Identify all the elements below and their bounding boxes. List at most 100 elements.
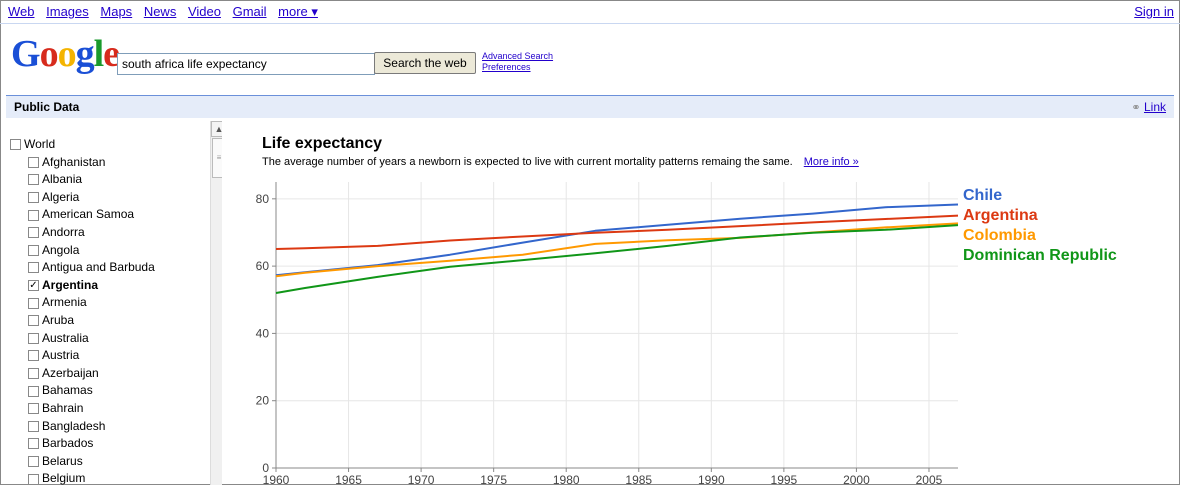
- link-control[interactable]: ⚭ Link: [1131, 100, 1166, 114]
- logo-letter: g: [75, 33, 95, 75]
- life-expectancy-chart[interactable]: 1960 1965 1970 1975 1980 1985 1990 1995 2000 2005…: [230, 178, 970, 485]
- country-label: Andorra: [42, 224, 85, 239]
- sign-in-link[interactable]: Sign in: [1134, 4, 1174, 19]
- link-label[interactable]: Link: [1143, 100, 1166, 114]
- country-row[interactable]: Afghanistan: [10, 154, 155, 172]
- public-data-title: Public Data: [14, 100, 80, 114]
- country-label: Austria: [42, 348, 80, 363]
- country-row[interactable]: Belgium: [10, 470, 155, 485]
- country-label: Azerbaijan: [42, 365, 99, 380]
- country-label: Bangladesh: [42, 418, 106, 433]
- search-button[interactable]: Search the web: [374, 52, 476, 74]
- country-checkbox[interactable]: [28, 174, 39, 186]
- y-tick-label: 20: [256, 394, 270, 408]
- country-checkbox[interactable]: [28, 227, 39, 239]
- nav-maps[interactable]: Maps: [100, 4, 133, 19]
- nav-more[interactable]: more ▾: [278, 4, 318, 19]
- nav-images[interactable]: Images: [46, 4, 89, 19]
- x-tick-label: 1990: [698, 473, 725, 485]
- country-row[interactable]: Azerbaijan: [10, 365, 155, 383]
- country-label: American Samoa: [42, 207, 135, 222]
- preferences-link[interactable]: Preferences: [482, 62, 531, 72]
- chart-description: The average number of years a newborn is…: [262, 156, 793, 168]
- x-tick-label: 1985: [625, 473, 652, 485]
- logo-letter: e: [103, 33, 120, 75]
- logo-letter: o: [39, 33, 59, 75]
- country-row[interactable]: American Samoa: [10, 206, 155, 224]
- legend-entry[interactable]: Colombia: [963, 227, 1036, 244]
- country-checkbox[interactable]: [28, 262, 39, 274]
- country-checkbox[interactable]: [28, 350, 39, 362]
- country-label: Australia: [42, 330, 89, 345]
- country-row[interactable]: ✓ Argentina: [10, 277, 155, 295]
- country-row[interactable]: Bahrain: [10, 400, 155, 418]
- search-input[interactable]: [117, 53, 375, 75]
- legend-entry[interactable]: Argentina: [963, 207, 1038, 224]
- country-sidebar: World Afghanistan Albania Algeria American …: [6, 121, 222, 485]
- legend-entry[interactable]: Chile: [963, 187, 1003, 204]
- country-checkbox[interactable]: [28, 332, 39, 344]
- advanced-search-link[interactable]: Advanced Search: [482, 51, 554, 61]
- series-line[interactable]: [275, 214, 959, 250]
- logo-letter: l: [93, 33, 105, 75]
- country-checkbox[interactable]: [28, 455, 39, 467]
- country-row[interactable]: Andorra: [10, 224, 155, 242]
- country-label: Algeria: [42, 189, 80, 204]
- nav-news[interactable]: News: [143, 4, 177, 19]
- search-options: Advanced Search Preferences: [482, 51, 553, 73]
- country-row[interactable]: Bangladesh: [10, 418, 155, 436]
- country-checkbox[interactable]: [28, 368, 39, 380]
- world-checkbox[interactable]: [10, 139, 21, 151]
- country-row[interactable]: Australia: [10, 330, 155, 348]
- country-checkbox[interactable]: [28, 403, 39, 415]
- x-tick-label: 2005: [916, 473, 943, 485]
- country-checkbox[interactable]: [28, 297, 39, 309]
- header-divider: [0, 23, 1180, 24]
- chart-subtitle: The average number of years a newborn is…: [262, 156, 859, 168]
- country-checkbox[interactable]: [28, 192, 39, 204]
- country-row[interactable]: Aruba: [10, 312, 155, 330]
- google-logo[interactable]: Google: [11, 32, 120, 76]
- scroll-thumb[interactable]: ≡: [212, 138, 222, 178]
- country-row[interactable]: Austria: [10, 347, 155, 365]
- country-checkbox[interactable]: [28, 473, 39, 485]
- country-row[interactable]: Angola: [10, 242, 155, 260]
- y-tick-label: 0: [262, 461, 269, 475]
- country-row[interactable]: Belarus: [10, 453, 155, 471]
- country-checkbox[interactable]: ✓: [28, 280, 39, 292]
- logo-letter: o: [57, 33, 77, 75]
- x-tick-label: 1970: [408, 473, 435, 485]
- world-label: World: [24, 137, 56, 151]
- country-row[interactable]: Albania: [10, 171, 155, 189]
- series-line[interactable]: [275, 203, 959, 277]
- x-tick-label: 1960: [263, 473, 290, 485]
- country-checkbox[interactable]: [28, 209, 39, 221]
- country-row[interactable]: Bahamas: [10, 382, 155, 400]
- country-checkbox[interactable]: [28, 420, 39, 432]
- country-label: Afghanistan: [42, 154, 106, 169]
- top-navigation: Web Images Maps News Video Gmail more ▾: [8, 4, 326, 20]
- more-info-link[interactable]: More info »: [803, 156, 859, 168]
- y-tick-label: 80: [256, 192, 270, 206]
- nav-web[interactable]: Web: [8, 4, 35, 19]
- sidebar-scrollbar[interactable]: ▲ ≡: [210, 121, 222, 485]
- country-list: World Afghanistan Albania Algeria American …: [10, 136, 155, 485]
- legend-entry[interactable]: Dominican Republic: [963, 247, 1117, 264]
- country-checkbox[interactable]: [28, 156, 39, 168]
- country-row[interactable]: Barbados: [10, 435, 155, 453]
- country-row[interactable]: Antigua and Barbuda: [10, 259, 155, 277]
- world-row[interactable]: World: [10, 136, 155, 154]
- country-checkbox[interactable]: [28, 385, 39, 397]
- nav-gmail[interactable]: Gmail: [232, 4, 267, 19]
- series-line[interactable]: [275, 224, 959, 294]
- scroll-up-icon[interactable]: ▲: [211, 121, 222, 137]
- country-row[interactable]: Algeria: [10, 189, 155, 207]
- x-tick-label: 1975: [480, 473, 507, 485]
- country-label: Belarus: [42, 453, 83, 468]
- nav-video[interactable]: Video: [187, 4, 221, 19]
- country-checkbox[interactable]: [28, 438, 39, 450]
- country-row[interactable]: Armenia: [10, 294, 155, 312]
- country-checkbox[interactable]: [28, 244, 39, 256]
- chart-title: Life expectancy: [262, 135, 383, 152]
- country-checkbox[interactable]: [28, 315, 39, 327]
